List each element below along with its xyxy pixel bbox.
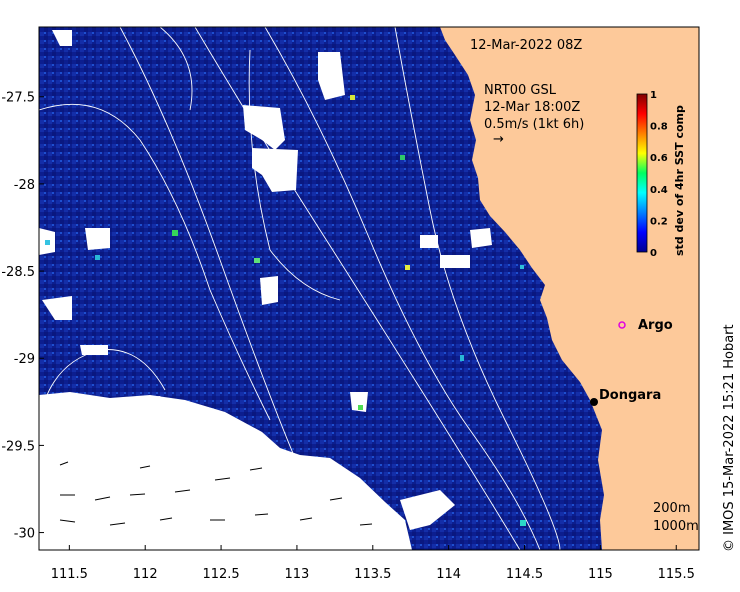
contour-legend-200m: 200m [653,501,690,516]
x-tick-label: 115.5 [658,567,695,582]
x-tick-label: 113 [285,567,310,582]
current-time: 12-Mar 18:00Z [484,100,580,115]
x-tick-label: 113.5 [354,567,391,582]
current-source: NRT00 GSL [484,83,557,98]
colorbar-tick-label: 0 [650,248,657,259]
colorbar-tick-label: 0.8 [650,122,668,133]
colorbar-tick-label: 0.4 [650,185,668,196]
bathymetry-contours [39,27,561,550]
current-scale: 0.5m/s (1kt 6h) [484,117,584,132]
x-tick-label: 114.5 [506,567,543,582]
dongara-label: Dongara [599,388,661,403]
colorbar-tick-label: 1 [650,90,657,101]
y-tick-label: -29 [14,352,35,367]
x-axis-ticks: 111.5 112 112.5 113 113.5 114 114.5 115 115.5 [51,545,695,582]
dongara-marker [590,398,598,406]
y-tick-label: -28 [14,178,35,193]
y-tick-label: -28.5 [1,265,35,280]
current-vectors [59,461,373,526]
colorbar-tick-label: 0.2 [650,216,668,227]
place-dongara: Dongara [590,388,661,406]
land-mass [440,27,699,550]
current-scale-arrow: → [493,132,504,147]
x-tick-label: 115 [588,567,613,582]
high-variance-pixels [45,95,526,526]
colorbar-title: std dev of 4hr SST comp [673,105,686,256]
nodata-patches [39,30,492,550]
colorbar-gradient [636,93,648,253]
header-date-time: 12-Mar-2022 08Z [470,38,582,53]
colorbar: std dev of 4hr SST comp 1 0.8 0.6 0.4 0.2 0 [636,90,686,259]
y-tick-label: -30 [14,527,35,542]
credit-text: © IMOS 15-Mar-2022 15:21 Hobart [722,324,737,552]
y-tick-label: -27.5 [1,91,35,106]
map-frame [38,26,700,551]
y-tick-label: -29.5 [1,439,35,454]
colorbar-tick-label: 0.6 [650,153,668,164]
x-tick-label: 111.5 [51,567,88,582]
y-axis-ticks: -27.5 -28 -28.5 -29 -29.5 -30 [1,91,44,542]
x-tick-label: 112.5 [202,567,239,582]
argo-label: Argo [638,318,673,333]
place-argo: Argo [618,318,673,333]
x-tick-label: 112 [133,567,158,582]
x-tick-label: 114 [436,567,461,582]
current-info: NRT00 GSL 12-Mar 18:00Z 0.5m/s (1kt 6h) … [484,83,584,147]
argo-marker [618,321,626,329]
contour-legend-1000m: 1000m [653,519,699,534]
